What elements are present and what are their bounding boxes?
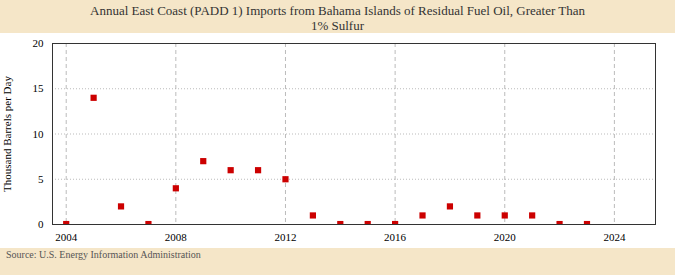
svg-text:Thousand Barrels per Day: Thousand Barrels per Day xyxy=(1,76,13,192)
svg-text:0: 0 xyxy=(38,218,44,230)
svg-text:5: 5 xyxy=(38,173,44,185)
svg-text:10: 10 xyxy=(33,128,45,140)
svg-text:2020: 2020 xyxy=(494,231,517,243)
svg-text:2004: 2004 xyxy=(55,231,78,243)
svg-text:2008: 2008 xyxy=(165,231,188,243)
html-text:Annual East Coast (PADD 1) Imp: Annual East Coast (PADD 1) Imports from … xyxy=(90,3,585,33)
html-text:Source: U.S. Energy Informatio: Source: U.S. Energy Information Administ… xyxy=(6,249,201,260)
svg-text:2012: 2012 xyxy=(274,231,296,243)
svg-text:20: 20 xyxy=(33,37,45,49)
svg-text:15: 15 xyxy=(33,82,45,94)
svg-text:2016: 2016 xyxy=(384,231,407,243)
svg-text:2024: 2024 xyxy=(603,231,626,243)
